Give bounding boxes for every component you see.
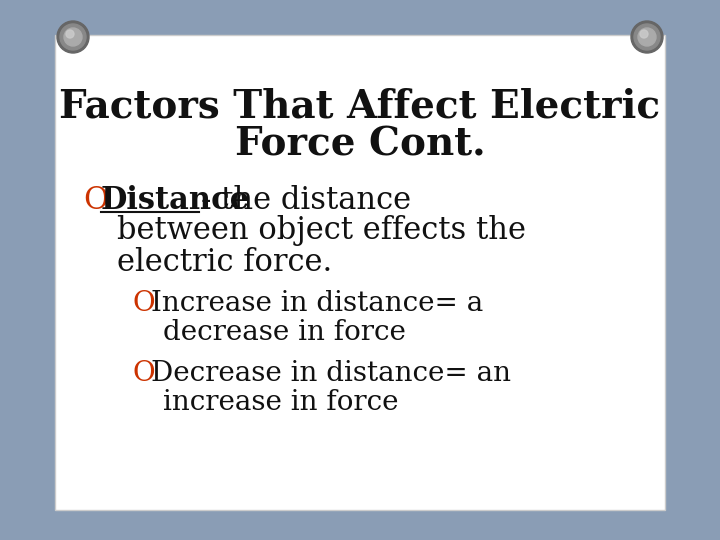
Circle shape	[634, 24, 660, 50]
Circle shape	[631, 21, 663, 53]
Text: Distance: Distance	[101, 185, 251, 216]
FancyBboxPatch shape	[55, 35, 665, 510]
Circle shape	[66, 30, 74, 38]
Text: - the distance: - the distance	[201, 185, 411, 216]
Circle shape	[57, 21, 89, 53]
Text: Force Cont.: Force Cont.	[235, 125, 485, 163]
Text: Factors That Affect Electric: Factors That Affect Electric	[60, 87, 660, 125]
Text: increase in force: increase in force	[163, 389, 398, 416]
Text: between object effects the: between object effects the	[117, 215, 526, 246]
Circle shape	[60, 24, 86, 50]
Text: O: O	[133, 360, 156, 387]
Text: O: O	[83, 185, 108, 216]
Text: decrease in force: decrease in force	[163, 319, 406, 346]
Text: O: O	[133, 290, 156, 317]
Text: Increase in distance= a: Increase in distance= a	[151, 290, 483, 317]
Circle shape	[638, 28, 656, 46]
Text: electric force.: electric force.	[117, 247, 332, 278]
Circle shape	[64, 28, 82, 46]
Circle shape	[640, 30, 648, 38]
Text: Decrease in distance= an: Decrease in distance= an	[151, 360, 511, 387]
